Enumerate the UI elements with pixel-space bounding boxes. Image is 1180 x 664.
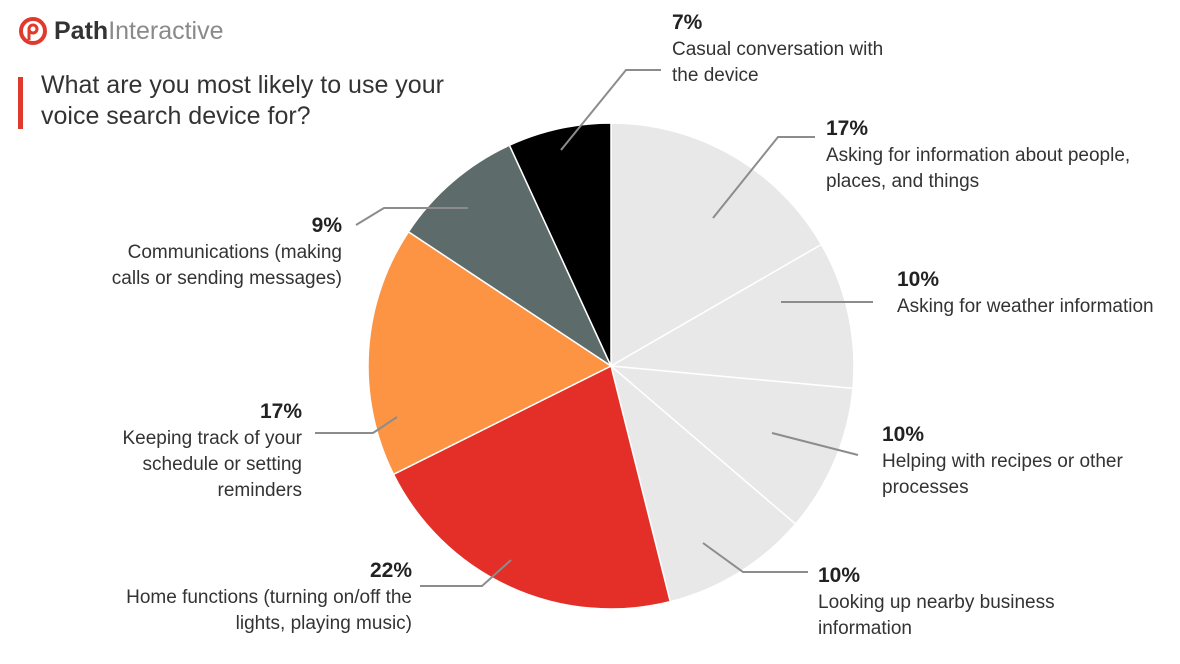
pie-slice [508,122,612,367]
leader-line [420,559,512,587]
slice-category-label: Looking up nearby business information [818,592,1055,639]
slice-category-label: Helping with recipes or other processes [882,451,1123,498]
pie-slice [407,144,613,369]
brand-name-light: Interactive [108,17,224,45]
leader-line [315,416,398,434]
slice-label: 7% Casual conversation with the device [672,9,912,89]
slice-category-label: Communications (making calls or sending … [111,242,342,289]
slice-percent-label: 17% [826,117,869,140]
brand-name: PathInteractive [54,16,224,46]
slice-category-label: Asking for weather information [897,296,1154,317]
slice-percent-label: 9% [311,214,342,237]
leader-line [702,542,808,573]
title-accent-bar [18,77,23,129]
slice-percent-label: 22% [369,559,412,582]
leader-line [560,69,661,151]
pie-slice [392,364,672,610]
pie-slice [608,243,855,390]
slice-category-label: Home functions (turning on/off the light… [126,587,412,634]
slice-percent-label: 10% [882,423,925,446]
slice-percent-label: 7% [672,11,703,34]
slice-percent-label: 17% [259,400,302,423]
slice-label: 9% Communications (making calls or sendin… [96,212,342,292]
leader-line [771,432,859,456]
slice-percent-label: 10% [818,564,861,587]
slice-label: 10% Helping with recipes or other process… [882,421,1172,501]
slice-category-label: Asking for information about people, pla… [826,145,1131,192]
slice-label: 22% Home functions (turning on/off the li… [120,557,412,637]
slice-category-label: Keeping track of your schedule or settin… [122,428,302,501]
slice-label: 10% Asking for weather information [897,266,1167,320]
leader-line [712,136,815,219]
pie-slice [367,230,613,476]
brand-logo: PathInteractive [18,14,224,48]
slice-label: 17% Asking for information about people, … [826,115,1176,195]
pie-slice [608,365,854,526]
brand-name-bold: Path [54,17,109,45]
pie-slice [610,122,823,368]
slice-label: 17% Keeping track of your schedule or set… [100,398,302,504]
slice-percent-label: 10% [897,268,940,291]
leader-line [355,207,468,226]
slice-label: 10% Looking up nearby business informatio… [818,562,1068,642]
slice-category-label: Casual conversation with the device [672,39,884,86]
pie-slice [609,363,797,603]
path-logo-icon [19,17,47,45]
chart-title: What are you most likely to use your voi… [41,71,444,130]
